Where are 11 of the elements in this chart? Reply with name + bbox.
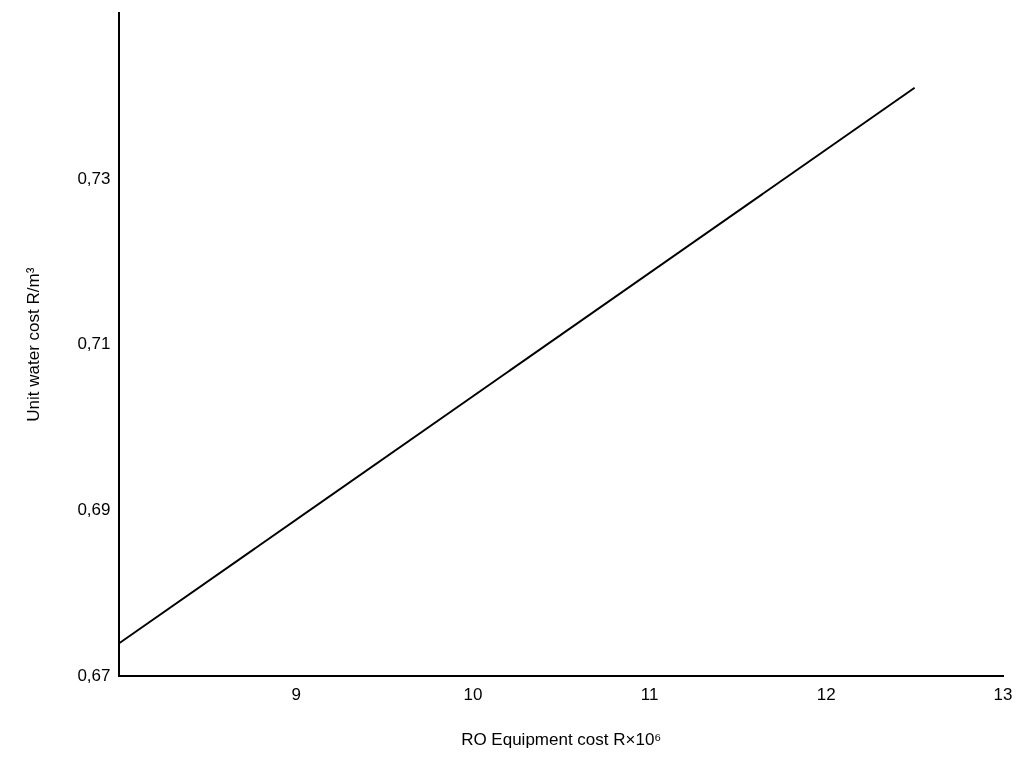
x-tick-label: 12: [816, 685, 836, 705]
y-tick-label: 0,73: [77, 168, 111, 188]
x-tick-label: 13: [993, 685, 1013, 705]
x-tick-label: 9: [291, 685, 301, 705]
y-tick-label: 0,67: [77, 665, 111, 685]
y-tick-label: 0,69: [77, 500, 111, 520]
x-tick-label: 10: [463, 685, 483, 705]
x-axis-title: RO Equipment cost R×10⁶: [461, 730, 662, 750]
x-tick-label: 11: [640, 685, 659, 705]
y-axis-title: Unit water cost R/m³: [23, 267, 43, 422]
y-tick-label: 0,71: [77, 334, 111, 354]
